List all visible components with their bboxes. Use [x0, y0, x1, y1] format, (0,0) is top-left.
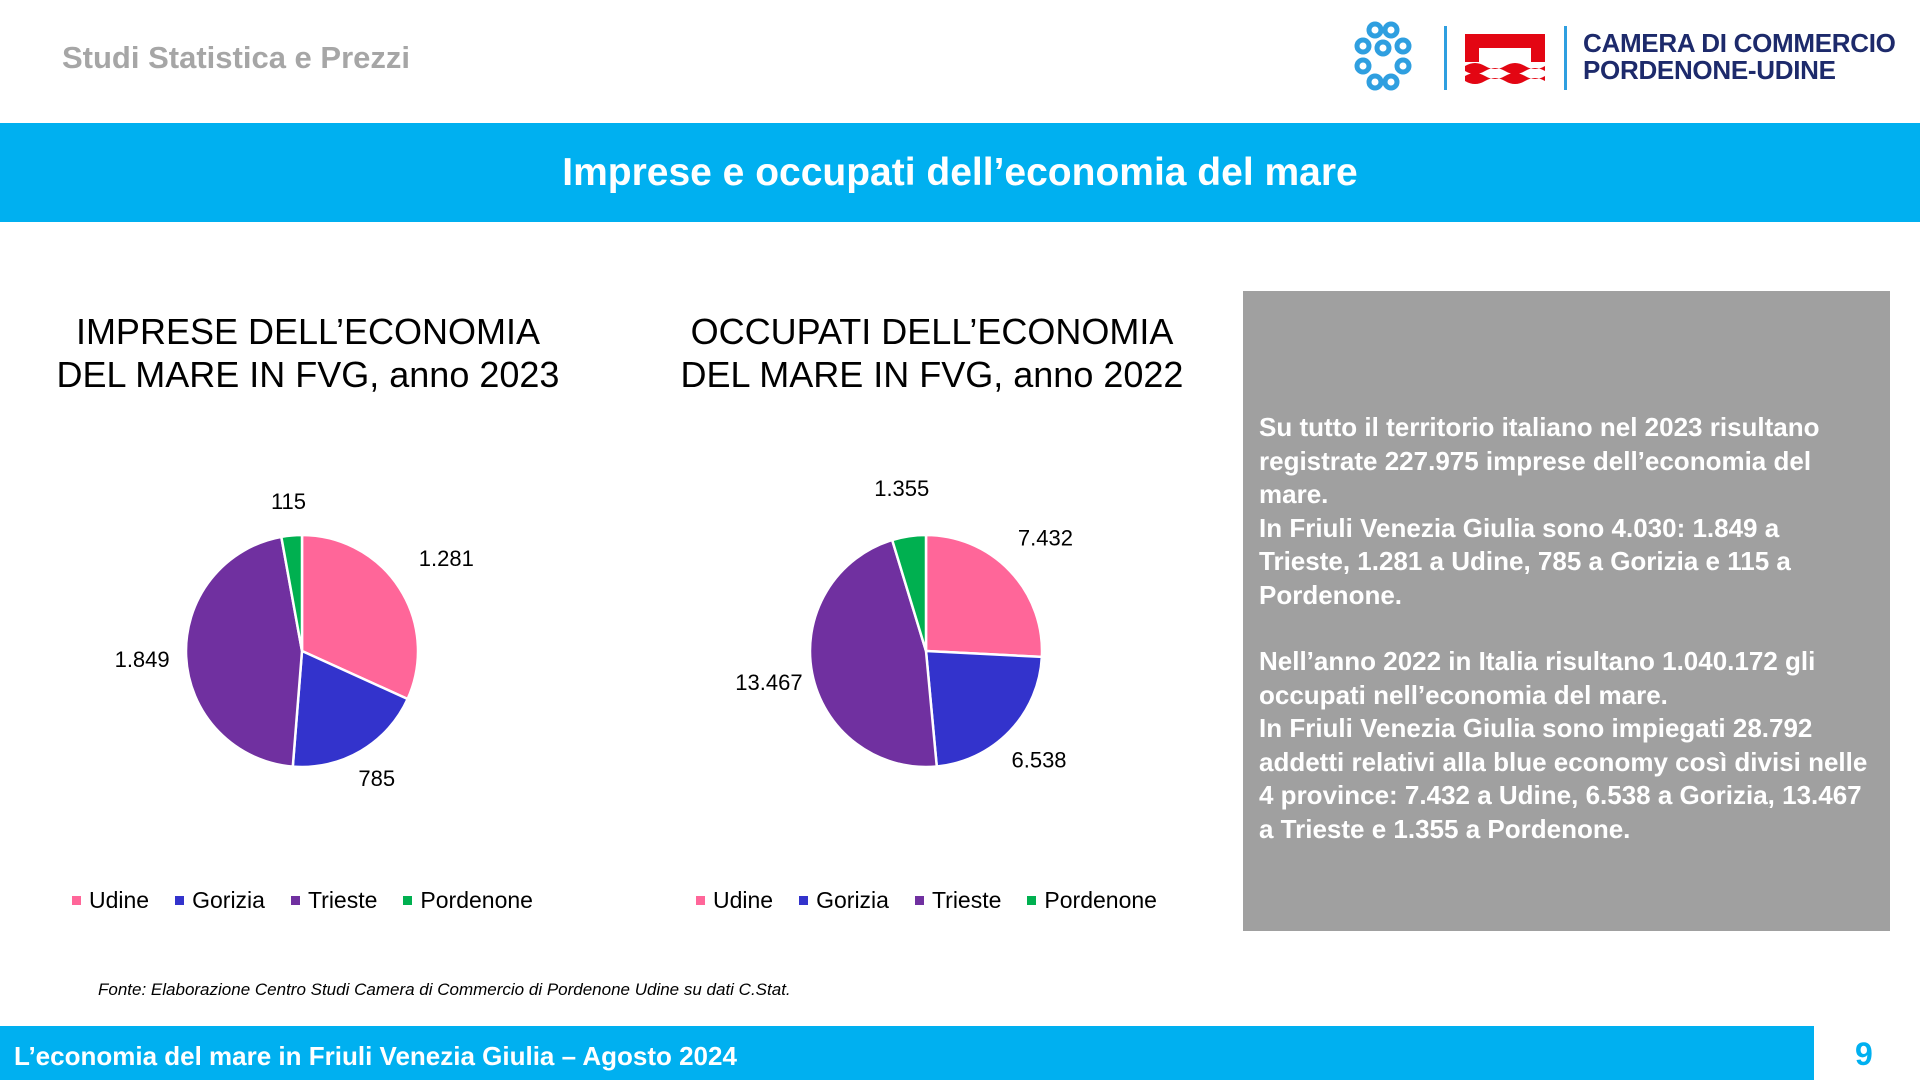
legend-item-gorizia: Gorizia — [799, 887, 889, 914]
info-paragraph-1: Su tutto il territorio italiano nel 2023… — [1259, 412, 1820, 509]
pie-slice-gorizia — [291, 649, 410, 769]
legend-label: Gorizia — [816, 887, 889, 913]
legend-label: Udine — [713, 887, 774, 913]
pie-slice-pordenone — [890, 533, 928, 652]
pie-slice-udine — [300, 533, 420, 701]
footer-bar: L’economia del mare in Friuli Venezia Gi… — [0, 1026, 1814, 1080]
legend-item-trieste: Trieste — [290, 887, 378, 914]
legend-swatch — [696, 896, 705, 905]
legend-swatch — [72, 896, 81, 905]
legend-swatch — [1027, 896, 1037, 905]
legend-item-udine: Udine — [72, 887, 149, 914]
data-label-gorizia: 6.538 — [1011, 747, 1066, 772]
org-name-line2: PORDENONE-UDINE — [1583, 55, 1836, 85]
chart2-legend: Udine Gorizia Trieste Pordenone — [696, 887, 1183, 914]
data-label-udine: 7.432 — [1018, 526, 1073, 551]
chart2-title-line1: OCCUPATI DELL’ECONOMIA — [690, 311, 1174, 352]
data-label-gorizia: 785 — [358, 766, 395, 791]
page-number: 9 — [1855, 1036, 1873, 1072]
legend-label: Trieste — [931, 887, 1002, 913]
legend-label: Gorizia — [192, 887, 265, 913]
legend-item-trieste: Trieste — [914, 887, 1002, 914]
info-paragraph-2: In Friuli Venezia Giulia sono 4.030: 1.8… — [1259, 512, 1791, 610]
chart1-title-line2: DEL MARE IN FVG, anno 2023 — [56, 354, 560, 395]
info-paragraph-3: Nell’anno 2022 in Italia risultano 1.040… — [1259, 646, 1816, 710]
source-note: Fonte: Elaborazione Centro Studi Camera … — [98, 980, 791, 999]
camera-commercio-logo — [1354, 21, 1567, 91]
pie-slice-udine — [924, 533, 1044, 659]
data-label-udine: 1.281 — [419, 546, 474, 571]
legend-label: Udine — [89, 887, 150, 913]
pie-slice-pordenone — [279, 533, 304, 652]
legend-swatch — [799, 896, 809, 905]
page-title: Imprese e occupati dell’economia del mar… — [562, 150, 1358, 194]
flower-logo-icon — [1354, 21, 1412, 91]
legend-label: Trieste — [307, 887, 378, 913]
org-name: CAMERA DI COMMERCIO PORDENONE-UDINE — [1583, 30, 1896, 84]
legend-item-gorizia: Gorizia — [175, 887, 265, 914]
data-label-trieste: 1.849 — [115, 647, 170, 672]
footer-text: L’economia del mare in Friuli Venezia Gi… — [14, 1041, 737, 1071]
pie-slice-trieste — [184, 535, 304, 768]
chart1-title-line1: IMPRESE DELL’ECONOMIA — [75, 311, 541, 352]
legend-item-pordenone: Pordenone — [1027, 887, 1157, 914]
legend-swatch — [914, 896, 924, 905]
chart1-title: IMPRESE DELL’ECONOMIA DEL MARE IN FVG, a… — [8, 310, 608, 396]
bridge-logo-icon — [1465, 34, 1545, 84]
pie-slice-gorizia — [924, 649, 1044, 768]
chart1-legend: Udine Gorizia Trieste Pordenone — [72, 887, 559, 914]
data-label-pordenone: 1.355 — [874, 476, 929, 501]
header-section-label: Studi Statistica e Prezzi — [62, 40, 410, 75]
chart2-title-line2: DEL MARE IN FVG, anno 2022 — [680, 354, 1184, 395]
legend-swatch — [175, 896, 185, 905]
legend-item-udine: Udine — [696, 887, 773, 914]
legend-swatch — [403, 896, 413, 905]
info-box: Su tutto il territorio italiano nel 2023… — [1243, 291, 1890, 931]
data-label-pordenone: 115 — [271, 489, 306, 514]
legend-label: Pordenone — [1044, 887, 1157, 913]
legend-label: Pordenone — [420, 887, 533, 913]
org-name-line1: CAMERA DI COMMERCIO — [1583, 28, 1896, 58]
data-label-trieste: 13.467 — [735, 670, 802, 695]
chart2-title: OCCUPATI DELL’ECONOMIA DEL MARE IN FVG, … — [632, 310, 1232, 396]
pie-slice-trieste — [808, 538, 939, 769]
info-paragraph-4: In Friuli Venezia Giulia sono impiegati … — [1259, 713, 1868, 844]
legend-swatch — [290, 896, 300, 905]
legend-item-pordenone: Pordenone — [403, 887, 533, 914]
title-bar: Imprese e occupati dell’economia del mar… — [0, 123, 1920, 222]
